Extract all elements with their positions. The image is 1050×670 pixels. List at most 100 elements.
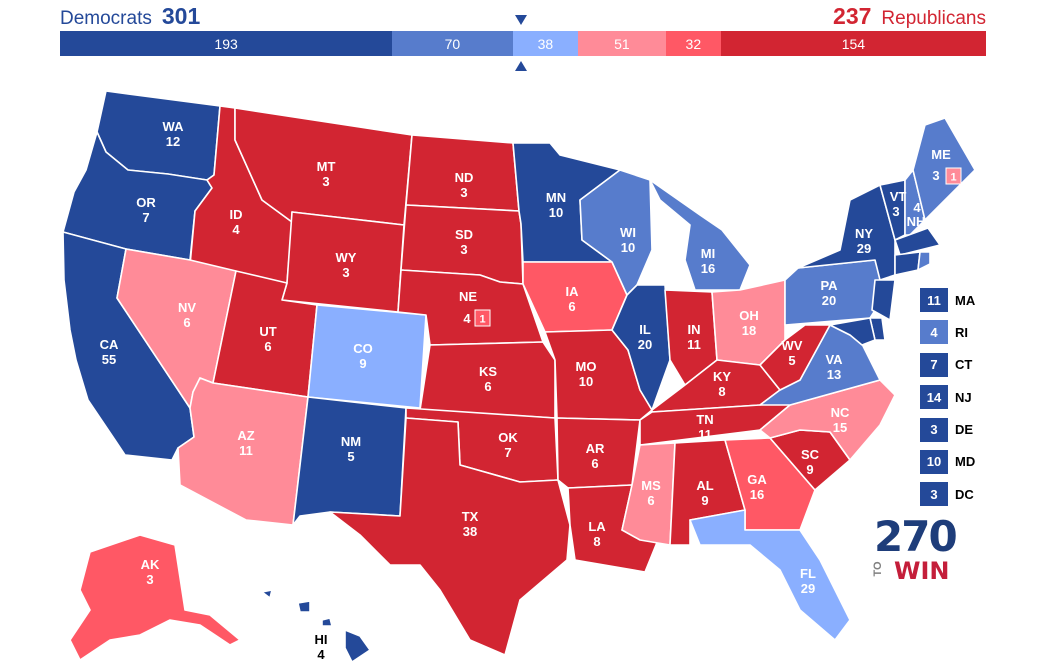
state-ev-va: 13 <box>827 367 841 382</box>
state-label-ok: OK <box>498 430 518 445</box>
small-state-label-ri: RI <box>955 324 968 340</box>
state-ev-sd: 3 <box>460 242 467 257</box>
state-ev-wv: 5 <box>788 353 795 368</box>
state-label-mi: MI <box>701 246 715 261</box>
state-label-nd: ND <box>455 170 474 185</box>
district-badge-ne2-ev: 1 <box>479 314 485 326</box>
state-label-mo: MO <box>576 359 597 374</box>
state-ev-id: 4 <box>232 222 240 237</box>
state-hi[interactable] <box>261 589 371 663</box>
small-state-ev-ma: 11 <box>920 288 948 312</box>
state-label-wi: WI <box>620 225 636 240</box>
state-tx[interactable] <box>329 417 571 656</box>
state-label-az: AZ <box>237 428 254 443</box>
state-label-va: VA <box>825 352 843 367</box>
state-co[interactable] <box>307 304 427 409</box>
state-fl[interactable] <box>689 509 851 641</box>
state-me[interactable] <box>912 117 976 221</box>
state-ev-vt: 3 <box>892 204 899 219</box>
bar-segment-safe-rep: 154 <box>720 31 986 56</box>
state-ev-nv: 6 <box>183 315 190 330</box>
state-ev-ia: 6 <box>568 299 575 314</box>
state-ev-ky: 8 <box>718 384 725 399</box>
small-state-de[interactable]: 3 DE <box>920 417 975 442</box>
logo-win: WIN <box>894 557 950 585</box>
small-state-label-de: DE <box>955 422 974 438</box>
state-label-hi: HI <box>315 632 328 647</box>
democrats-header: Democrats 301 <box>60 3 200 30</box>
small-state-nj[interactable]: 14 NJ <box>920 385 975 410</box>
republicans-label: Republicans <box>881 8 986 29</box>
state-ev-ms: 6 <box>647 493 654 508</box>
state-label-pa: PA <box>820 278 838 293</box>
state-label-id: ID <box>230 207 243 222</box>
state-mi[interactable] <box>649 179 751 291</box>
small-state-md[interactable]: 10 MD <box>920 449 976 474</box>
small-state-ev-ct: 7 <box>920 352 948 377</box>
state-ev-mn: 10 <box>549 205 563 220</box>
bar-segment-likely-rep: 32 <box>665 31 721 56</box>
state-ak[interactable] <box>69 534 241 661</box>
democrats-total: 301 <box>161 3 201 29</box>
electoral-vote-bar: 193 70 38 51 32 154 <box>60 31 986 56</box>
state-ev-ks: 6 <box>484 379 491 394</box>
state-label-oh: OH <box>739 308 759 323</box>
district-badge-me2-box <box>945 167 962 185</box>
state-ev-in: 11 <box>687 337 701 352</box>
small-state-ev-md: 10 <box>920 449 948 474</box>
state-label-il: IL <box>639 322 651 337</box>
state-ev-me: 3 <box>932 168 939 183</box>
state-label-tn: TN <box>696 412 713 427</box>
bar-segment-likely-dem: 70 <box>392 31 513 56</box>
state-ev-nd: 3 <box>460 185 467 200</box>
logo-to: TO <box>872 561 884 577</box>
state-md[interactable] <box>829 317 876 346</box>
small-state-ev-de: 3 <box>920 417 948 442</box>
state-ev-al: 9 <box>701 493 708 508</box>
small-state-ri[interactable]: 4 RI <box>920 320 975 345</box>
state-label-co: CO <box>353 341 373 356</box>
state-wy[interactable] <box>281 211 405 313</box>
state-label-vt: VT <box>890 189 907 204</box>
state-ev-la: 8 <box>593 534 600 549</box>
small-state-ma[interactable]: 11 MA <box>920 288 975 312</box>
bar-segment-lean-dem: 38 <box>512 31 579 56</box>
state-ev-ne: 4 <box>463 311 471 326</box>
state-ev-hi: 4 <box>317 647 325 662</box>
small-state-label-ma: MA <box>955 292 976 308</box>
state-ev-wa: 12 <box>166 134 180 149</box>
state-ma[interactable] <box>894 227 941 256</box>
state-ks[interactable] <box>419 341 556 419</box>
district-badge-ne2[interactable]: 1 <box>474 309 491 327</box>
bar-segment-lean-rep: 51 <box>578 31 666 56</box>
small-state-label-md: MD <box>955 454 976 470</box>
state-ct[interactable] <box>894 251 921 276</box>
state-label-nc: NC <box>831 405 850 420</box>
state-nj[interactable] <box>871 279 896 321</box>
democrats-label: Democrats <box>60 8 152 29</box>
logo-number: 270 <box>874 512 958 561</box>
270-marker-bottom-icon <box>515 61 527 71</box>
republicans-header: 237 Republicans <box>833 3 986 30</box>
small-state-dc[interactable]: 3 DC <box>920 482 975 507</box>
state-ev-il: 20 <box>638 337 652 352</box>
state-ev-fl: 29 <box>801 581 815 596</box>
state-ev-ut: 6 <box>264 339 271 354</box>
small-states-list: 11 MA 4 RI 7 CT 14 NJ 3 DE 10 MD 3 DC <box>920 288 975 515</box>
state-label-wv: WV <box>782 338 803 353</box>
state-ri[interactable] <box>917 251 931 271</box>
state-ev-tx: 38 <box>463 524 477 539</box>
small-state-ev-dc: 3 <box>920 482 948 507</box>
state-label-fl: FL <box>800 566 816 581</box>
state-nh[interactable] <box>904 169 926 236</box>
state-label-sd: SD <box>455 227 473 242</box>
state-ev-ak: 3 <box>146 572 153 587</box>
state-label-ne: NE <box>459 289 477 304</box>
state-ev-ok: 7 <box>504 445 511 460</box>
state-ev-mi: 16 <box>701 261 715 276</box>
small-state-label-nj: NJ <box>955 389 972 405</box>
state-label-ar: AR <box>586 441 605 456</box>
small-state-ct[interactable]: 7 CT <box>920 352 975 377</box>
state-ev-sc: 9 <box>806 462 813 477</box>
district-badge-me2[interactable]: 1 <box>945 167 962 185</box>
